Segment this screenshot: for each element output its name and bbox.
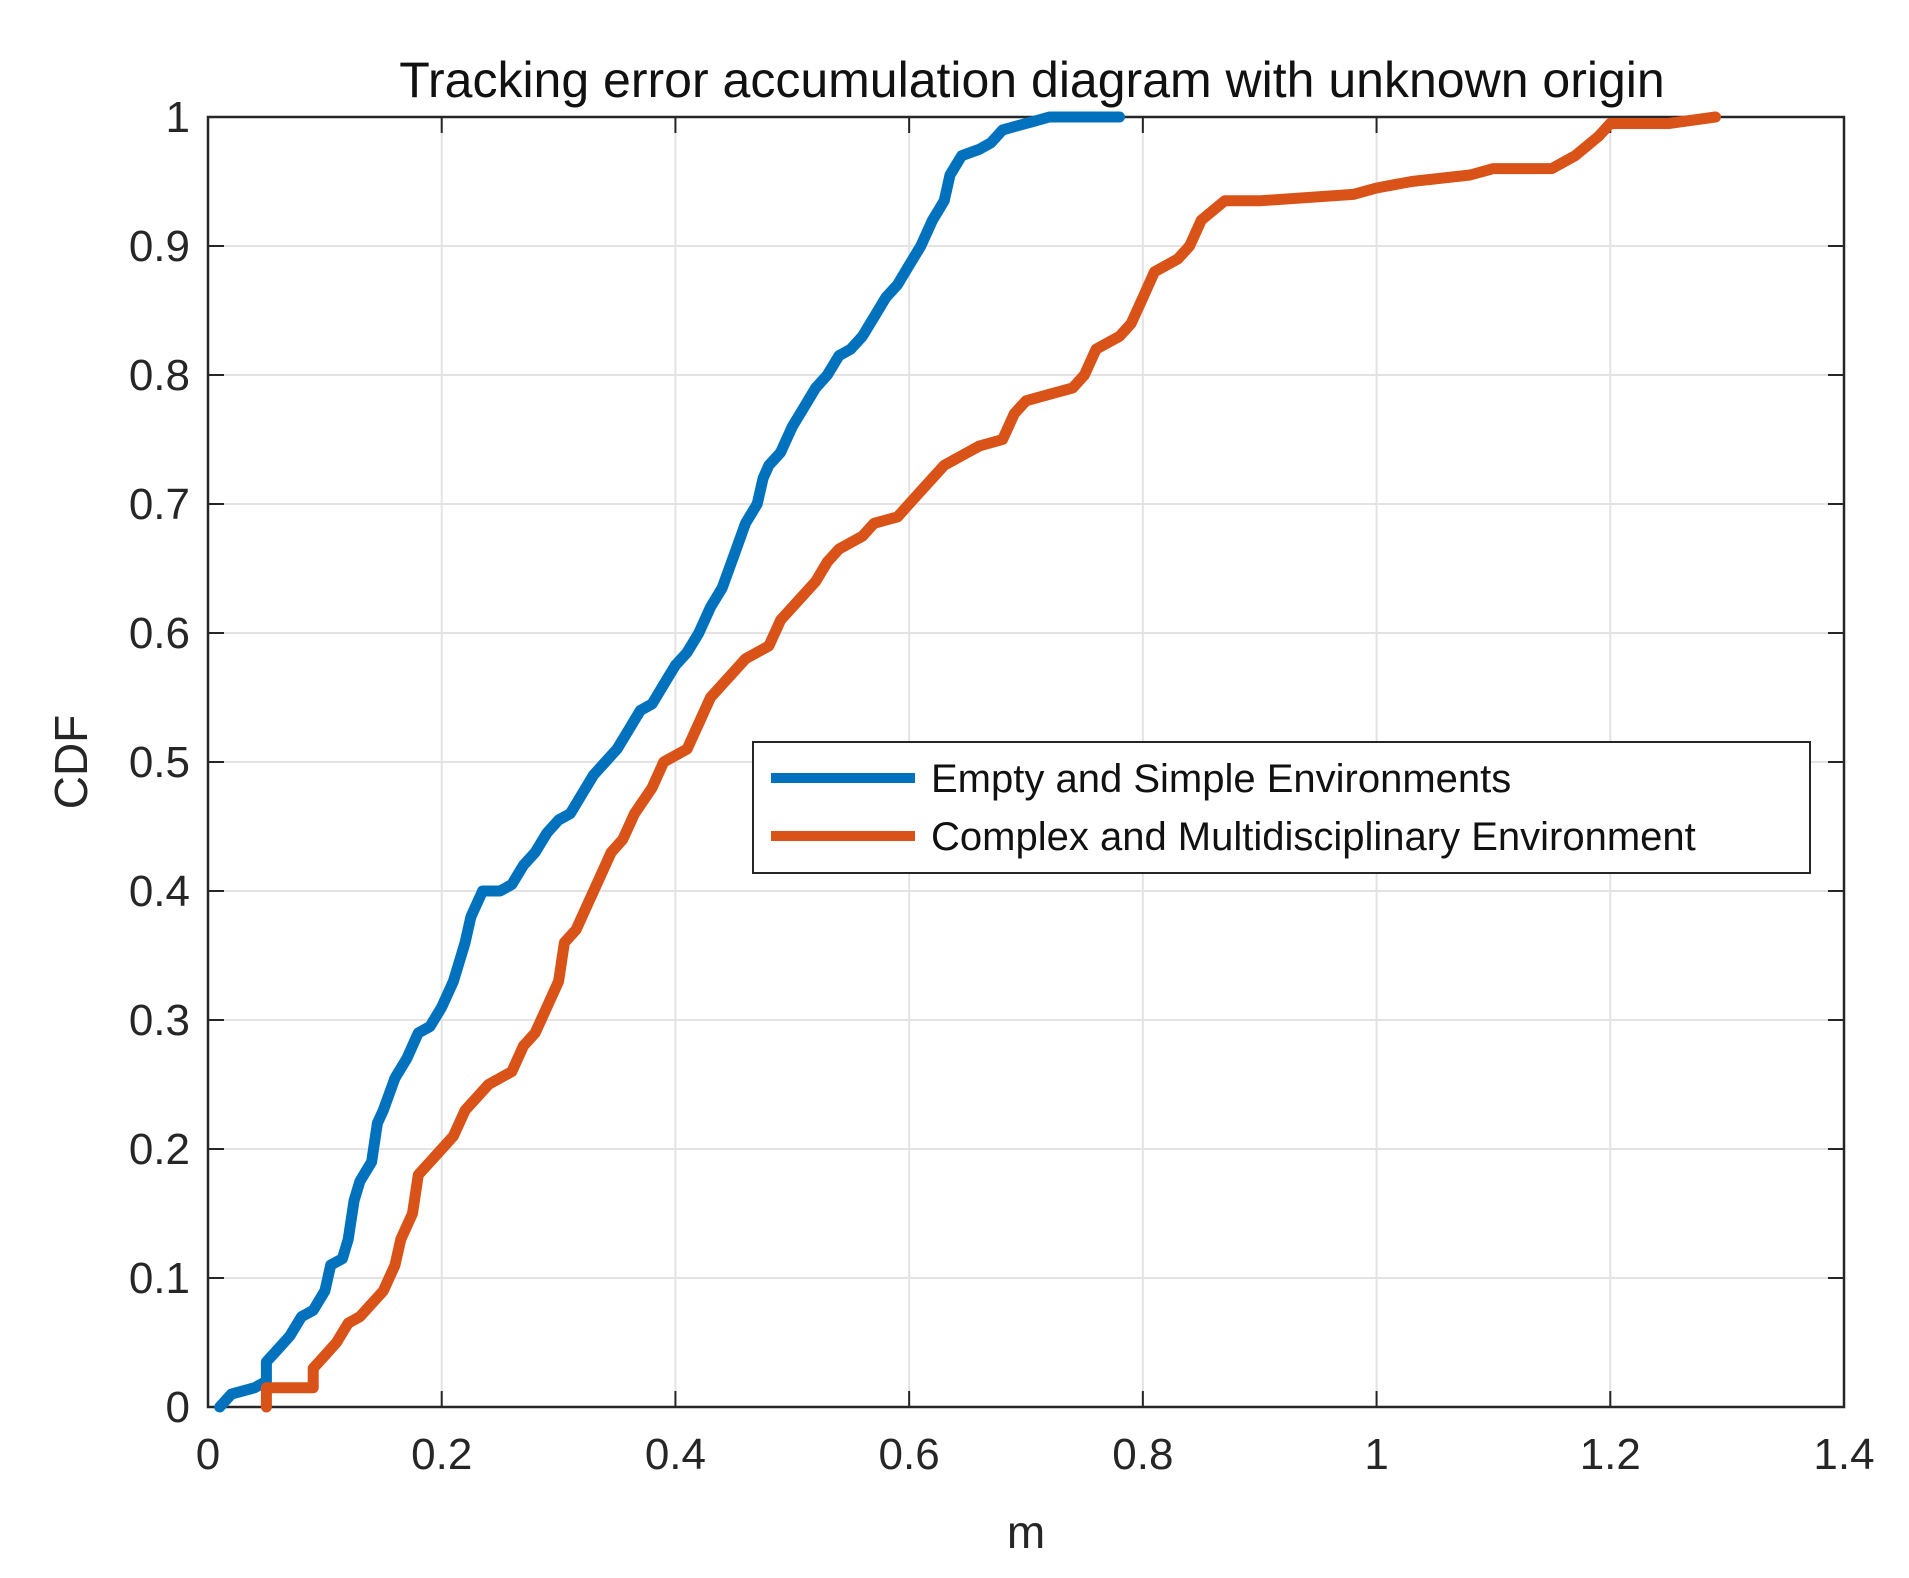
y-tick-label: 0.7 [129, 480, 190, 529]
y-axis-label: CDF [45, 715, 97, 810]
series-line-0 [214, 111, 1125, 1413]
y-tick-label: 0.3 [129, 996, 190, 1045]
y-tick-label: 0.4 [129, 867, 190, 916]
y-tick-label: 0 [166, 1383, 190, 1432]
y-tick-label: 0.5 [129, 738, 190, 787]
x-tick-label: 1 [1364, 1430, 1388, 1479]
legend-label-empty-simple: Empty and Simple Environments [931, 757, 1511, 801]
x-tick-label: 1.2 [1580, 1430, 1641, 1479]
y-tick-label: 0.8 [129, 351, 190, 400]
legend-label-complex-multidisciplinary: Complex and Multidisciplinary Environmen… [931, 815, 1696, 859]
y-tick-label: 0.9 [129, 222, 190, 271]
y-tick-label: 0.2 [129, 1125, 190, 1174]
x-tick-label: 0 [196, 1430, 220, 1479]
series-line-1 [260, 111, 1721, 1413]
legend-box [752, 741, 1811, 874]
y-tick-label: 1 [166, 93, 190, 142]
y-tick-label: 0.1 [129, 1254, 190, 1303]
x-axis-label: m [1007, 1506, 1045, 1558]
x-tick-label: 1.4 [1813, 1430, 1874, 1479]
x-tick-label: 0.8 [1112, 1430, 1173, 1479]
y-tick-label: 0.6 [129, 609, 190, 658]
axis-ticks: 0 0.2 0.4 0.6 0.8 1 1.2 1.4 0 0.1 0.2 0.3 0.4 0.5 0.6 0… [129, 93, 1875, 1479]
chart-title: Tracking error accumulation diagram with… [399, 52, 1664, 108]
x-tick-label: 0.4 [645, 1430, 706, 1479]
x-tick-label: 0.2 [411, 1430, 472, 1479]
x-tick-label: 0.6 [879, 1430, 940, 1479]
series-lines [214, 111, 1721, 1413]
legend: Empty and Simple Environments Complex an… [752, 741, 1811, 874]
